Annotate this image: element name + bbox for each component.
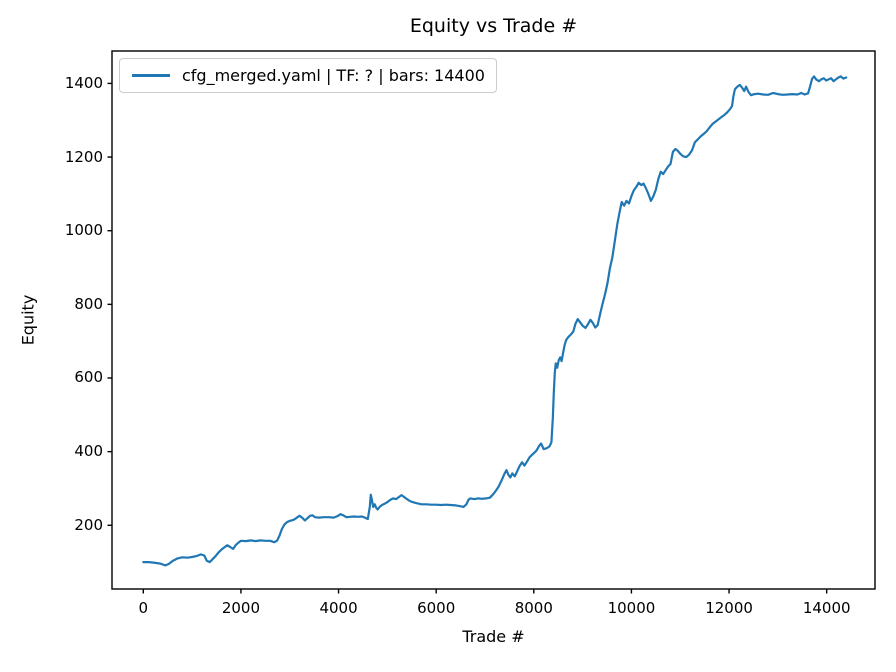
x-axis-label: Trade # [462, 627, 525, 646]
chart-title: Equity vs Trade # [409, 15, 578, 37]
x-tick-label: 8000 [514, 599, 553, 617]
y-tick-label: 600 [74, 368, 103, 387]
x-tick-label: 10000 [607, 599, 656, 617]
legend-label: cfg_merged.yaml | TF: ? | bars: 14400 [182, 66, 485, 85]
y-tick-label: 1000 [64, 221, 103, 240]
y-tick-label: 400 [74, 442, 103, 461]
axes-frame [111, 50, 876, 590]
x-tick-label: 14000 [802, 599, 851, 617]
legend-line-sample [132, 74, 170, 77]
x-tick-label: 12000 [705, 599, 753, 617]
x-tick-label: 4000 [319, 599, 358, 617]
x-tick-label: 2000 [221, 599, 260, 617]
equity-line [142, 75, 848, 567]
legend: cfg_merged.yaml | TF: ? | bars: 14400 [119, 58, 497, 93]
y-tick-label: 1400 [64, 73, 103, 92]
x-tick-label: 6000 [417, 599, 456, 617]
y-tick-label: 1200 [64, 147, 103, 166]
x-tick-label: 0 [138, 599, 149, 617]
y-tick-label: 200 [74, 515, 103, 534]
y-tick-label: 800 [74, 294, 103, 313]
